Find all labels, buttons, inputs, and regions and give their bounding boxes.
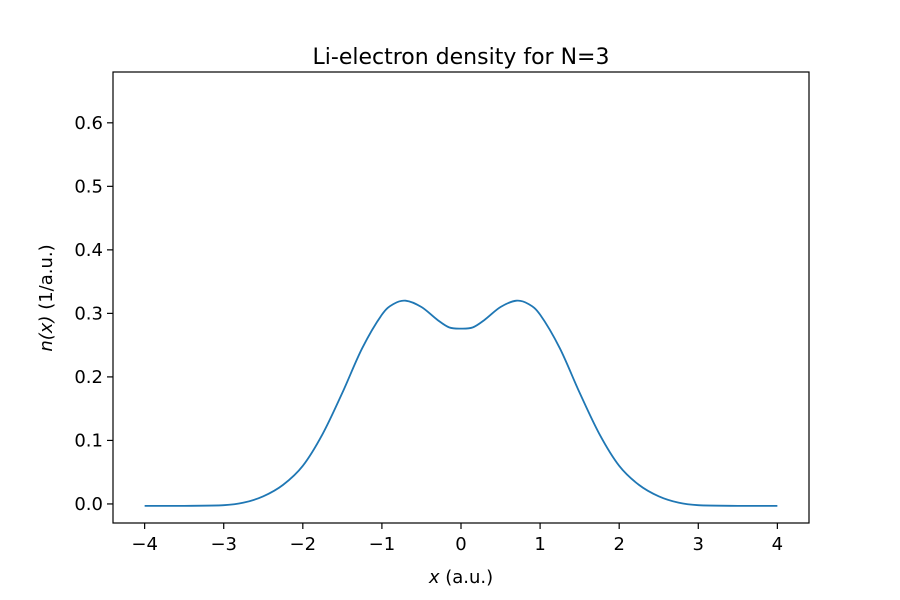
- x-tick-label: −4: [131, 534, 158, 555]
- x-axis: −4 −3 −2 −1 0 1 2 3 4: [131, 523, 783, 555]
- x-tick-label: −1: [369, 534, 396, 555]
- x-tick-label: 4: [772, 534, 783, 555]
- y-tick-label: 0.4: [74, 240, 103, 261]
- density-series-line: [144, 299, 778, 507]
- y-tick-label: 0.2: [74, 367, 103, 388]
- y-tick-label: 0.5: [74, 176, 103, 197]
- x-axis-label-unit: (a.u.): [440, 567, 494, 588]
- x-axis-label-variable: x: [428, 567, 440, 588]
- y-tick-label: 0.0: [74, 494, 103, 515]
- y-axis-label-variable: n(x): [36, 316, 57, 352]
- x-tick-label: 1: [534, 534, 545, 555]
- x-tick-label: 0: [455, 534, 466, 555]
- y-axis-label-unit: (1/a.u.): [36, 244, 57, 315]
- x-tick-label: −3: [210, 534, 237, 555]
- x-axis-label: x (a.u.): [428, 567, 493, 588]
- x-tick-label: −2: [290, 534, 317, 555]
- y-axis: 0.0 0.1 0.2 0.3 0.4 0.5 0.6: [74, 113, 113, 515]
- x-tick-label: 3: [693, 534, 704, 555]
- y-axis-label: n(x) (1/a.u.): [36, 244, 57, 351]
- chart-title: Li-electron density for N=3: [313, 45, 610, 70]
- y-tick-label: 0.6: [74, 113, 103, 134]
- y-tick-label: 0.3: [74, 303, 103, 324]
- x-tick-label: 2: [613, 534, 624, 555]
- y-tick-label: 0.1: [74, 430, 103, 451]
